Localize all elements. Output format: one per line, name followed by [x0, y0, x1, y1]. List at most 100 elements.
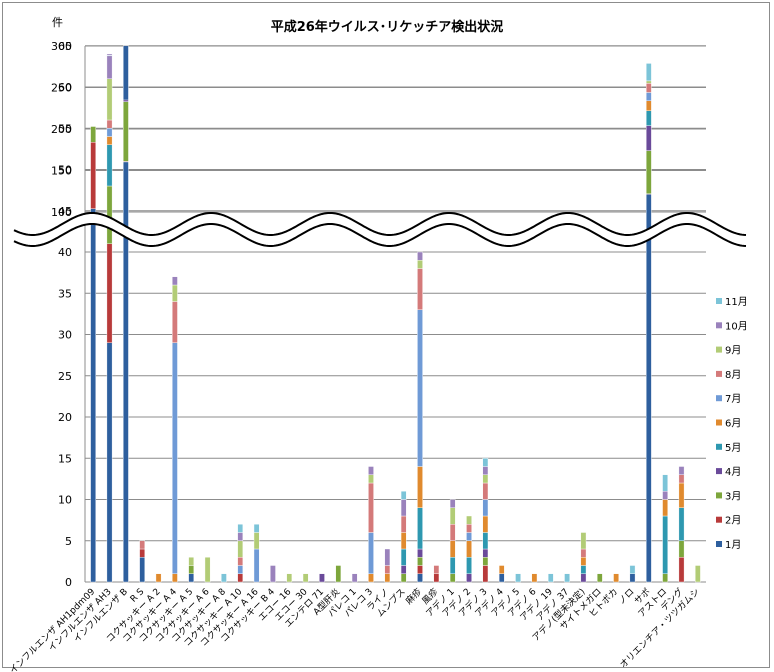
- bar-segment: [368, 532, 374, 574]
- bar-segment: [466, 524, 472, 533]
- bar-segment: [646, 83, 652, 93]
- bar-segment: [482, 557, 489, 566]
- bar-segment: [433, 565, 440, 574]
- y-tick-label: 35: [58, 287, 72, 300]
- bar-segment: [400, 532, 407, 550]
- legend-label: 6月: [725, 418, 741, 430]
- bar-segment: [106, 136, 113, 145]
- bar-segment: [106, 185, 113, 244]
- bar-segment: [580, 532, 587, 550]
- bar-segment: [319, 573, 325, 583]
- bar-segment: [646, 150, 652, 194]
- bar-segment: [646, 125, 652, 151]
- bar-segment: [433, 573, 440, 583]
- bar-segment: [172, 284, 178, 302]
- bar-segment: [482, 499, 489, 517]
- y-tick-label: 150: [51, 165, 72, 178]
- bar-segment: [417, 507, 423, 550]
- legend-label: 10月: [725, 320, 748, 332]
- axis-break-band: [14, 213, 746, 246]
- bar-segment: [466, 532, 472, 541]
- y-tick-label: 200: [51, 123, 72, 136]
- bar-segment: [417, 466, 423, 508]
- bar-segment: [629, 565, 636, 574]
- bar-segment: [482, 532, 489, 550]
- bar-segment: [449, 524, 456, 541]
- legend-label: 5月: [725, 442, 741, 454]
- bar-segment: [188, 573, 195, 583]
- bar-segment: [400, 565, 407, 574]
- bar-segment: [515, 573, 521, 583]
- bar-segment: [106, 144, 113, 187]
- bar-segment: [106, 119, 113, 129]
- chart-title: 平成26年ウイルス･リケッチア検出状況: [271, 19, 504, 35]
- bar-segment: [335, 565, 342, 583]
- y-tick-label: 20: [58, 411, 72, 424]
- bar-segment: [237, 565, 244, 574]
- bar-segment: [384, 573, 391, 583]
- y-tick-label: 300: [51, 40, 72, 53]
- bar-segment: [106, 55, 113, 57]
- bar-segment: [678, 474, 685, 484]
- y-tick-label: 25: [58, 370, 72, 383]
- bar-segment: [368, 573, 374, 583]
- bar-segment: [449, 499, 456, 508]
- bar-segment: [466, 557, 472, 574]
- bar-segment: [646, 110, 652, 126]
- legend-label: 11月: [725, 296, 748, 308]
- legend-swatch: [716, 541, 722, 547]
- bar-segment: [302, 573, 309, 583]
- bar-segment: [368, 482, 374, 533]
- bar-segment: [417, 251, 423, 261]
- bar-segment: [662, 491, 668, 500]
- bar-segment: [400, 499, 407, 517]
- y-tick-label: 15: [58, 452, 72, 465]
- y-tick-label: 250: [51, 82, 72, 95]
- y-tick-label: 55: [58, 122, 72, 135]
- legend: 11月 10月 9月 8月 7月 6月 5月 4月 3月 2月 1月: [716, 296, 748, 551]
- bar-segment: [90, 208, 96, 583]
- bar-segment: [123, 99, 129, 102]
- bar-segment: [253, 532, 260, 550]
- bar-segment: [662, 499, 668, 517]
- bar-segment: [368, 466, 374, 475]
- bar-segment: [106, 53, 113, 79]
- bar-segment: [237, 532, 244, 541]
- axis-break-line: [13, 211, 747, 237]
- legend-swatch: [716, 468, 722, 475]
- legend-label: 3月: [725, 490, 741, 502]
- bar-segment: [237, 540, 244, 558]
- bar-segment: [172, 301, 178, 343]
- bar-segment: [123, 45, 129, 583]
- bar-segment: [678, 557, 685, 583]
- bar-segment: [466, 515, 472, 525]
- bar-segment: [139, 548, 146, 558]
- y-tick-label: 0: [65, 576, 72, 589]
- bar-segment: [678, 540, 685, 558]
- bar-segment: [596, 573, 603, 583]
- bar-segment: [695, 565, 701, 583]
- bar-segment: [123, 101, 129, 162]
- y-tick-label: 45: [58, 205, 72, 218]
- legend-label: 2月: [725, 515, 741, 527]
- y-tick-label: 5: [65, 535, 72, 548]
- bar-segment: [678, 507, 685, 541]
- bar-segment: [106, 342, 113, 583]
- bar-segment: [646, 100, 652, 111]
- bar-segment: [417, 573, 423, 583]
- y-tick-label: 50: [58, 164, 72, 177]
- legend-swatch: [716, 370, 722, 377]
- bar-segment: [449, 573, 456, 583]
- legend-label: 4月: [725, 466, 741, 478]
- bar-segment: [204, 557, 211, 583]
- bar-segment: [400, 548, 407, 566]
- bar-segment: [106, 128, 113, 137]
- bar-segment: [106, 243, 113, 343]
- bar-segment: [613, 573, 619, 583]
- bar-segment: [237, 573, 244, 583]
- legend-swatch: [716, 516, 722, 523]
- bar-segment: [482, 474, 489, 484]
- bar-segment: [580, 548, 587, 558]
- bar-segment: [417, 557, 423, 566]
